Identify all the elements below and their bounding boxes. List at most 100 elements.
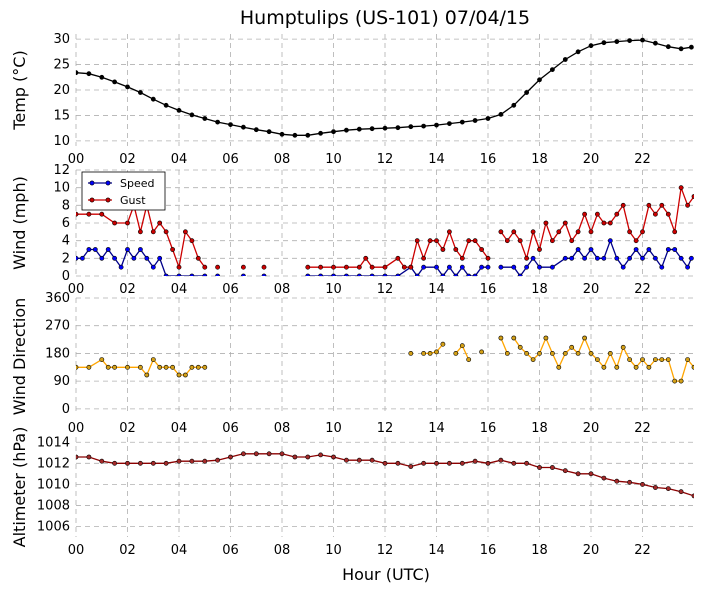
y-tick-label: 10	[53, 134, 70, 149]
data-point-speed	[685, 264, 690, 270]
data-point-gust	[163, 229, 169, 235]
data-point-speed	[144, 255, 150, 261]
data-point-speed	[131, 255, 137, 261]
data-point-temp	[382, 125, 388, 131]
x-tick-label: 14	[428, 152, 445, 167]
data-point-temp	[665, 44, 671, 50]
data-point-gust	[595, 211, 600, 217]
x-tick-label: 08	[274, 282, 291, 297]
data-point-gust	[305, 264, 311, 270]
data-point-direction	[76, 364, 79, 370]
data-point-speed	[601, 255, 607, 261]
y-tick-label: 0	[62, 269, 70, 284]
data-point-altimeter	[86, 454, 92, 460]
panel-temperature: 10 15 20 25 30 00 02 04 06 08 10 12 14 16 18 20 22 Temp (…	[10, 32, 694, 167]
data-point-speed	[105, 247, 111, 252]
data-point-direction	[112, 364, 117, 370]
data-point-direction	[614, 364, 620, 370]
x-tick-label: 12	[377, 152, 394, 167]
data-point-speed	[653, 255, 658, 261]
data-point-direction	[189, 364, 195, 370]
data-point-altimeter	[562, 468, 568, 474]
x-tick-label: 22	[634, 421, 651, 436]
data-point-gust	[189, 238, 195, 244]
legend-marker	[105, 197, 111, 203]
data-point-gust	[659, 202, 665, 208]
y-tick-label: 6	[62, 216, 70, 231]
data-point-speed	[627, 255, 632, 261]
y-tick-label: 20	[53, 83, 70, 98]
series-group	[76, 37, 694, 138]
data-point-speed	[421, 264, 426, 270]
data-point-speed	[633, 247, 639, 252]
data-point-temp	[318, 130, 323, 136]
data-point-direction	[479, 349, 484, 355]
data-point-temp	[459, 119, 465, 125]
x-tick-label: 00	[68, 543, 85, 558]
data-point-speed	[607, 238, 613, 244]
x-tick-label: 22	[634, 282, 651, 297]
data-point-direction	[157, 364, 163, 370]
data-point-gust	[601, 220, 607, 226]
series-line-gust	[307, 229, 489, 268]
data-point-temp	[575, 49, 581, 55]
y-axis-label: Temp (°C)	[10, 50, 29, 130]
data-point-gust	[588, 229, 594, 235]
data-point-speed	[382, 273, 388, 276]
data-point-speed	[440, 273, 446, 276]
data-point-altimeter	[601, 475, 607, 481]
data-point-gust	[479, 247, 484, 252]
data-point-gust	[665, 211, 671, 217]
x-tick-label: 12	[377, 421, 394, 436]
data-point-speed	[517, 273, 523, 276]
data-point-speed	[112, 255, 117, 261]
series-group	[76, 451, 694, 499]
data-point-gust	[401, 264, 407, 270]
data-point-speed	[588, 247, 594, 252]
data-point-gust	[261, 264, 267, 270]
data-point-altimeter	[459, 460, 465, 466]
data-point-temp	[614, 39, 620, 44]
data-point-altimeter	[678, 489, 684, 495]
y-tick-label: 180	[45, 346, 70, 361]
y-tick-label: 1014	[37, 435, 70, 450]
data-point-speed	[434, 264, 439, 270]
data-point-altimeter	[343, 457, 349, 463]
data-point-speed	[344, 273, 349, 276]
data-point-gust	[672, 229, 678, 235]
data-point-altimeter	[434, 460, 439, 466]
series-line-direction	[500, 337, 508, 354]
data-point-altimeter	[665, 486, 671, 491]
data-point-speed	[261, 273, 267, 276]
data-point-altimeter	[395, 460, 401, 466]
data-point-gust	[459, 255, 465, 261]
data-point-temp	[240, 124, 246, 130]
x-tick-label: 02	[119, 152, 136, 167]
data-point-speed	[157, 255, 163, 261]
data-point-gust	[112, 220, 117, 226]
data-point-direction	[459, 343, 465, 349]
data-point-gust	[195, 255, 201, 261]
data-point-gust	[157, 220, 163, 226]
data-point-gust	[125, 220, 130, 226]
data-point-temp	[640, 37, 645, 43]
data-point-altimeter	[640, 481, 645, 487]
data-point-speed	[689, 255, 694, 261]
data-point-direction	[627, 357, 632, 362]
data-point-direction	[504, 350, 510, 356]
data-point-temp	[472, 118, 478, 123]
data-point-direction	[678, 378, 684, 384]
data-point-altimeter	[408, 464, 414, 469]
data-point-direction	[163, 364, 169, 370]
data-point-altimeter	[614, 478, 620, 484]
x-tick-label: 04	[171, 543, 188, 558]
data-point-altimeter	[253, 451, 259, 457]
data-point-gust	[86, 211, 92, 217]
x-tick-label: 16	[480, 543, 497, 558]
data-point-speed	[472, 273, 478, 276]
data-point-direction	[588, 350, 594, 356]
y-tick-label: 90	[53, 374, 70, 389]
